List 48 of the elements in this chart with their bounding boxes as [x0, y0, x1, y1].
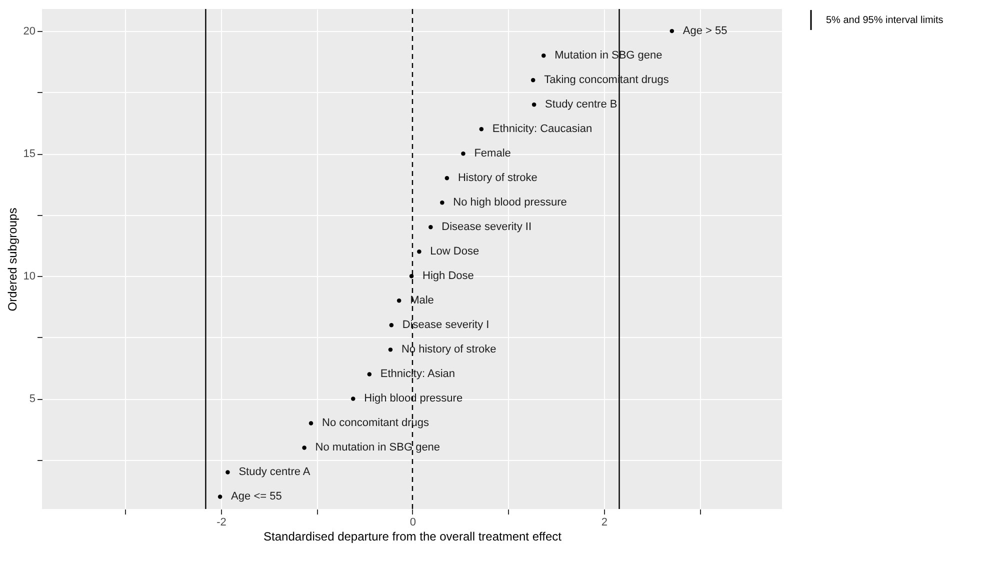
- annotation: No concomitant drugs: [322, 417, 430, 430]
- point: [530, 78, 536, 82]
- point: [409, 274, 414, 278]
- point: [367, 372, 372, 376]
- point: [302, 446, 306, 450]
- point: [396, 298, 402, 303]
- annotation: Disease severity II: [442, 221, 532, 234]
- annotation: Low Dose: [430, 246, 480, 258]
- x-tick-label: 2: [601, 516, 608, 528]
- point: [440, 200, 444, 205]
- annotation: Disease severity I: [402, 319, 490, 332]
- y-axis-title: Ordered subgroups: [5, 208, 20, 312]
- point: [417, 250, 422, 254]
- annotation: Study centre A: [238, 466, 311, 478]
- annotation: Ethnicity: Caucasian: [492, 123, 592, 136]
- point: [542, 53, 546, 58]
- point: [218, 494, 222, 499]
- point: [388, 348, 393, 352]
- annotation: Age <= 55: [231, 490, 282, 503]
- x-axis-title: Standardised departure from the overall treatment effect: [264, 530, 562, 544]
- annotation: Female: [474, 148, 511, 160]
- y-tick-label: 5: [29, 393, 36, 406]
- point: [308, 421, 314, 426]
- point: [670, 28, 674, 34]
- point: [444, 176, 450, 180]
- point: [389, 323, 394, 328]
- annotation: No mutation in SBG gene: [315, 442, 440, 454]
- point: [226, 470, 230, 474]
- point: [461, 151, 466, 156]
- ref-line-label: 5% and 95% interval limits: [826, 15, 944, 26]
- annotation: Ethnicity: Asian: [380, 368, 455, 380]
- annotation: No high blood pressure: [453, 196, 567, 209]
- point: [351, 396, 356, 401]
- annotation: History of stroke: [458, 172, 538, 184]
- point: [532, 102, 536, 107]
- x-tick-label: 0: [410, 516, 416, 528]
- y-tick-label: 10: [23, 270, 36, 283]
- annotation: Study centre B: [545, 98, 618, 111]
- annotation: No history of stroke: [401, 344, 496, 356]
- annotation: Age > 55: [682, 25, 728, 38]
- point: [479, 126, 484, 132]
- y-tick-label: 15: [23, 148, 36, 160]
- x-tick-label: -2: [216, 516, 226, 528]
- y-tick-label: 20: [23, 26, 36, 38]
- annotation: High Dose: [422, 270, 474, 282]
- annotation: High blood pressure: [364, 392, 463, 405]
- annotation: Male: [410, 294, 434, 307]
- point: [428, 225, 433, 230]
